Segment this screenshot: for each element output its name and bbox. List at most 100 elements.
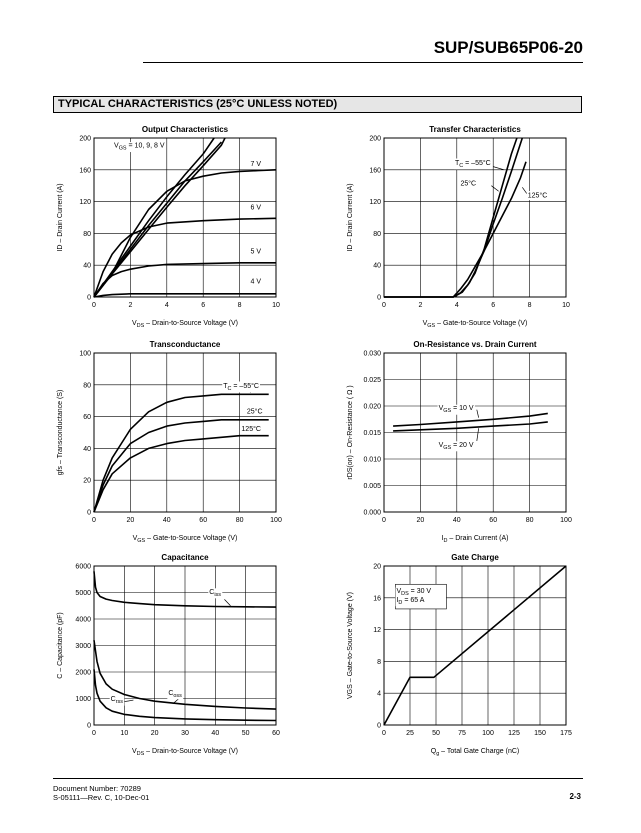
y-tick-label: 16 [373,595,381,602]
plot-frame [383,565,567,726]
y-tick-label: 120 [79,199,91,206]
x-axis-label: VDS – Drain-to-Source Voltage (V) [132,320,238,329]
label-backdrop [249,277,263,286]
annotation-leader [224,599,231,606]
y-tick-label: 0.000 [363,510,381,517]
series-label-1: 25°C [247,407,263,415]
plot-frame [93,352,277,513]
label-backdrop [437,404,475,415]
x-tick-label: 0 [92,517,96,524]
x-tick-label: 2 [128,302,132,309]
series-label-0: VDS = 30 V [396,588,431,597]
x-tick-label: 10 [562,302,570,309]
series-label-1: Coss [168,690,182,699]
x-tick-label: 50 [242,730,250,737]
x-axis-label: VGS – Gate-to-Source Voltage (V) [133,535,238,544]
x-axis-label: ID – Drain Current (A) [442,535,509,544]
y-tick-label: 4 [377,691,381,698]
series-label-1: VGS = 20 V [439,442,474,451]
x-tick-label: 6 [201,302,205,309]
series-label-0: TC = –55°C [223,382,259,392]
series-label-2: Crss [111,696,124,705]
x-tick-label: 125 [508,730,520,737]
x-tick-label: 60 [489,517,497,524]
chart-transfer-characteristics: Transfer Characteristics 0 2 4 6 8 10 0 40 80 120 1… [347,125,570,329]
y-tick-label: 20 [373,564,381,571]
label-backdrop [249,204,263,213]
series-line-1 [93,640,277,710]
series-line-2 [93,434,269,513]
series-line-1 [93,419,269,513]
y-tick-label: 0.030 [363,351,381,358]
annotation-leader [491,185,499,192]
x-tick-label: 80 [526,517,534,524]
series-label-1: ID = 65 A [396,597,424,606]
label-backdrop [459,179,478,189]
x-tick-label: 40 [211,730,219,737]
y-tick-label: 100 [79,351,91,358]
x-tick-label: 80 [236,517,244,524]
y-tick-label: 200 [369,136,381,143]
x-tick-label: 4 [165,302,169,309]
page-number: 2-3 [569,792,581,801]
x-tick-label: 30 [181,730,189,737]
series-line-0 [93,393,269,513]
series-line-6 [93,293,276,298]
x-tick-label: 10 [272,302,280,309]
chart-title: Gate Charge [451,553,499,562]
x-tick-label: 60 [272,730,280,737]
section-header: TYPICAL CHARACTERISTICS (25°C UNLESS NOT… [53,96,582,113]
series-line-0 [384,137,518,298]
series-label-1: 7 V [251,161,262,168]
y-tick-label: 80 [373,231,381,238]
y-tick-label: 0.010 [363,457,381,464]
plot-frame [383,352,567,513]
x-tick-label: 150 [534,730,546,737]
label-backdrop [208,588,223,599]
x-tick-label: 8 [238,302,242,309]
y-tick-label: 4000 [75,617,91,624]
label-backdrop [222,381,260,393]
x-tick-label: 60 [199,517,207,524]
y-tick-label: 6000 [75,564,91,571]
y-tick-label: 5000 [75,590,91,597]
x-tick-label: 50 [432,730,440,737]
y-tick-label: 40 [373,263,381,270]
label-backdrop [395,587,433,598]
y-tick-label: 12 [373,627,381,634]
annotation-leader [476,428,479,442]
x-tick-label: 75 [458,730,466,737]
x-tick-label: 25 [406,730,414,737]
x-tick-label: 20 [127,517,135,524]
y-tick-label: 80 [83,382,91,389]
label-backdrop [240,424,262,434]
x-tick-label: 0 [382,730,386,737]
x-tick-label: 0 [382,302,386,309]
y-tick-label: 40 [83,446,91,453]
x-tick-label: 20 [417,517,425,524]
series-line-0 [393,412,548,427]
y-tick-label: 0.005 [363,483,381,490]
plot-frame [383,137,567,298]
y-axis-label: rDS(on) – On-Resistance ( Ω ) [347,385,354,479]
label-backdrop [437,441,475,452]
label-backdrop [109,695,125,706]
series-label-4: 4 V [251,278,262,285]
y-tick-label: 0.015 [363,430,381,437]
x-tick-label: 0 [382,517,386,524]
series-line-1 [393,421,548,432]
revision: S-05111—Rev. C, 10-Dec-01 [53,793,150,802]
chart-title: On-Resistance vs. Drain Current [413,340,536,349]
y-tick-label: 1000 [75,696,91,703]
series-line-0 [383,565,567,726]
y-tick-label: 160 [79,167,91,174]
y-axis-label: C – Capacitance (pF) [57,612,64,679]
y-tick-label: 0 [377,295,381,302]
x-axis-label: VGS – Gate-to-Source Voltage (V) [423,320,528,329]
y-tick-label: 0.025 [363,377,381,384]
y-axis-label: gfs – Transconductance (S) [57,390,64,476]
series-label-1: 25°C [460,180,476,188]
chart-title: Capacitance [161,553,209,562]
annotation-leader [522,187,528,194]
x-axis-label: VDS – Drain-to-Source Voltage (V) [132,748,238,757]
